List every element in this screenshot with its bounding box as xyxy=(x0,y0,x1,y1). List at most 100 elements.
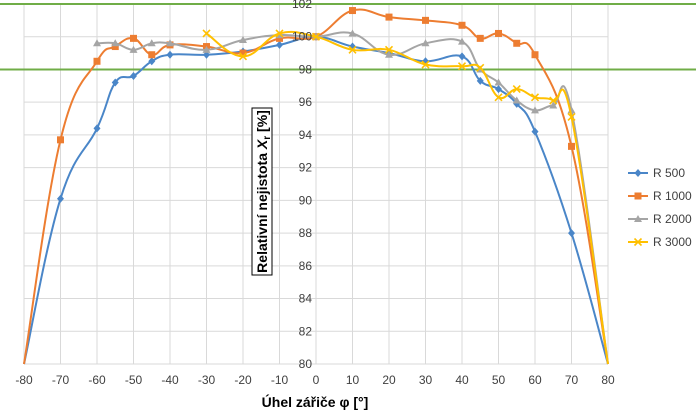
x-tick-label: -60 xyxy=(88,373,106,387)
data-point xyxy=(348,29,357,37)
x-axis-title: Úhel zářiče φ [°] xyxy=(262,393,369,410)
data-point xyxy=(166,50,174,59)
legend-marker xyxy=(634,169,642,177)
data-point xyxy=(495,85,502,94)
data-point xyxy=(349,7,356,15)
y-axis-title-group: Relativní nejistota Xr [%] xyxy=(251,107,273,276)
data-point xyxy=(238,52,248,61)
legend-label: R 2000 xyxy=(653,212,692,226)
x-tick-label: 10 xyxy=(346,373,360,387)
x-tick-label: 60 xyxy=(528,373,542,387)
x-tick-label: 70 xyxy=(565,373,579,387)
data-point xyxy=(130,72,137,80)
data-point xyxy=(385,13,393,21)
x-tick-label: -20 xyxy=(234,373,252,387)
marker-stroke xyxy=(275,29,284,38)
x-tick-label: -30 xyxy=(198,373,216,387)
data-point xyxy=(166,39,174,47)
y-tick-label: 96 xyxy=(299,95,313,109)
legend: R 500 R 1000 R 2000 R 3000 xyxy=(628,166,692,249)
marker-stroke xyxy=(202,29,211,38)
data-point xyxy=(458,37,466,45)
data-point xyxy=(239,49,247,57)
data-point xyxy=(531,127,539,136)
x-tick-label: -50 xyxy=(125,373,143,387)
data-point xyxy=(147,39,156,47)
data-point xyxy=(111,39,120,47)
data-point xyxy=(568,142,575,150)
legend-label: R 3000 xyxy=(653,235,692,249)
data-point xyxy=(93,39,101,47)
marker-stroke xyxy=(384,45,394,54)
data-point xyxy=(476,76,484,85)
marker-stroke xyxy=(530,93,540,102)
x-tick-label: 30 xyxy=(419,373,433,387)
y-axis-title-box xyxy=(251,107,273,276)
legend-item: R 2000 xyxy=(628,212,692,226)
x-tick-label: 20 xyxy=(382,373,396,387)
y-tick-label: 94 xyxy=(299,128,313,142)
marker-stroke xyxy=(238,52,248,61)
legend-marker xyxy=(634,215,642,222)
legend-item: R 500 xyxy=(628,166,685,180)
x-tick-label: 0 xyxy=(313,373,320,387)
legend-item: R 3000 xyxy=(628,235,692,249)
data-point xyxy=(202,45,211,53)
data-point xyxy=(421,60,430,69)
data-point xyxy=(111,78,119,87)
data-point xyxy=(494,93,503,102)
data-point xyxy=(348,45,357,54)
data-point xyxy=(567,112,576,121)
y-tick-label: 92 xyxy=(299,161,313,175)
legend-marker xyxy=(633,237,643,247)
y-axis-title-sub: r xyxy=(262,136,273,140)
marker-stroke xyxy=(567,112,576,121)
y-tick-label: 82 xyxy=(299,324,313,338)
data-point xyxy=(458,52,466,61)
data-point xyxy=(476,34,484,42)
data-point xyxy=(422,16,429,24)
data-point xyxy=(513,39,521,47)
data-point xyxy=(457,62,467,71)
data-point xyxy=(93,57,101,65)
x-tick-label: -40 xyxy=(161,373,179,387)
gridlines xyxy=(23,3,609,365)
y-tick-label: 84 xyxy=(299,292,313,306)
x-tick-label: -10 xyxy=(271,373,289,387)
data-point xyxy=(276,40,283,49)
data-point xyxy=(530,93,540,102)
series-2 xyxy=(93,29,609,365)
data-point xyxy=(512,85,521,94)
legend-marker xyxy=(634,192,642,200)
data-point xyxy=(549,96,558,105)
x-tick-label: -80 xyxy=(15,373,33,387)
data-point xyxy=(93,124,101,133)
data-point xyxy=(275,29,284,38)
data-point xyxy=(148,57,156,66)
legend-label: R 1000 xyxy=(653,189,692,203)
marker-stroke xyxy=(494,93,503,102)
data-point xyxy=(129,45,138,53)
series-layer xyxy=(23,7,609,365)
marker-stroke xyxy=(348,45,357,54)
data-point xyxy=(421,39,430,47)
reference-lines xyxy=(0,3,696,71)
y-axis-title-main: Relativní nejistota xyxy=(254,149,270,273)
y-axis-title-var: X xyxy=(254,138,270,150)
data-point xyxy=(111,43,119,51)
data-point xyxy=(549,101,558,109)
data-point xyxy=(311,32,321,41)
y-tick-label: 90 xyxy=(299,193,313,207)
data-point xyxy=(512,96,521,104)
x-tick-label: 80 xyxy=(601,373,615,387)
data-point xyxy=(239,36,247,43)
marker-stroke xyxy=(633,237,643,247)
marker-stroke xyxy=(457,62,467,71)
data-point xyxy=(57,136,64,144)
marker-stroke xyxy=(311,32,321,41)
data-point xyxy=(276,34,283,42)
legend-label: R 500 xyxy=(653,166,685,180)
data-point xyxy=(494,78,503,86)
data-point xyxy=(495,29,502,37)
data-point xyxy=(531,106,539,114)
